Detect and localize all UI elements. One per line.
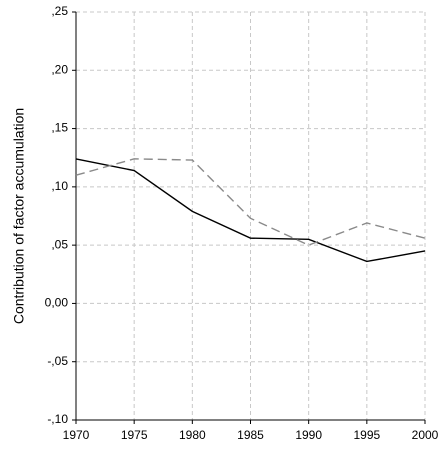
x-tick-label: 1970 bbox=[63, 428, 90, 442]
x-tick-label: 1975 bbox=[121, 428, 148, 442]
x-tick-label: 2000 bbox=[412, 428, 439, 442]
series-line bbox=[75, 158, 426, 246]
y-tick-label: ,05 bbox=[51, 237, 68, 251]
y-axis-label: Contribution of factor accumulation bbox=[11, 108, 27, 324]
y-tick-label: -,10 bbox=[47, 412, 68, 426]
y-tick-label: 0,00 bbox=[45, 296, 69, 310]
x-tick-label: 1980 bbox=[179, 428, 206, 442]
y-tick-label: -,05 bbox=[47, 354, 68, 368]
y-tick-label: ,20 bbox=[51, 62, 68, 76]
y-tick-label: ,10 bbox=[51, 179, 68, 193]
series-line bbox=[75, 158, 426, 263]
x-tick-label: 1985 bbox=[237, 428, 264, 442]
y-tick-label: ,25 bbox=[51, 4, 68, 18]
x-tick-label: 1990 bbox=[295, 428, 322, 442]
x-tick-label: 1995 bbox=[353, 428, 380, 442]
y-tick-label: ,15 bbox=[51, 121, 68, 135]
